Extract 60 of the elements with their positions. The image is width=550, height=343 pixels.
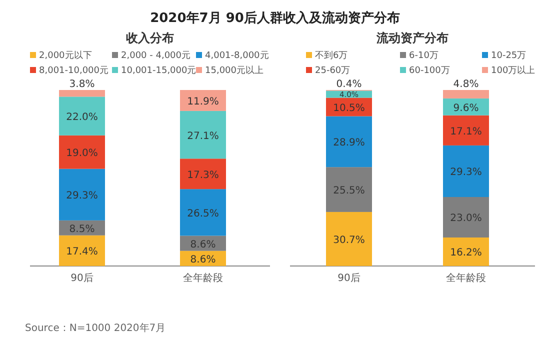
x-tick-label: 全年龄段 — [446, 272, 486, 284]
data-label: 3.8% — [69, 79, 95, 90]
bar — [180, 189, 226, 236]
legend-label: 2,000 - 4,000元 — [121, 50, 190, 61]
data-label: 19.0% — [66, 148, 98, 160]
legend-label: 100万以上 — [491, 65, 536, 76]
legend-label: 6-10万 — [409, 51, 438, 61]
legend-label: 10,001-15,000元 — [121, 65, 196, 76]
legend-label: 2,000元以下 — [39, 50, 92, 61]
legend-label: 8,001-10,000元 — [39, 65, 109, 76]
x-tick-label: 90后 — [338, 272, 360, 284]
source-note: Source：N=1000 2020年7月 — [25, 322, 166, 334]
data-label: 9.6% — [453, 102, 479, 114]
bar — [59, 96, 105, 136]
bar — [59, 168, 105, 220]
bar — [59, 135, 105, 169]
x-tick-label: 全年龄段 — [183, 272, 223, 284]
chart-title: 2020年7月 90后人群收入及流动资产分布 — [150, 10, 400, 26]
bar — [59, 235, 105, 266]
data-label: 29.3% — [450, 167, 482, 178]
data-label: 30.7% — [333, 234, 365, 246]
data-label: 16.2% — [450, 248, 482, 259]
legend-label: 不到6万 — [315, 50, 348, 61]
data-label: 8.6% — [190, 254, 216, 266]
chart-subtitle: 收入分布 — [126, 31, 174, 45]
data-label: 8.6% — [190, 239, 216, 250]
chart-title: 流动资产分布 — [376, 31, 448, 45]
data-label: 8.5% — [69, 224, 95, 235]
data-label: 28.9% — [333, 138, 365, 149]
bar — [180, 110, 226, 159]
data-label: 26.5% — [187, 208, 219, 220]
bar — [59, 90, 105, 97]
legend-label: 10-25万 — [491, 51, 526, 61]
data-label: 10.5% — [333, 102, 365, 114]
data-label: 17.4% — [66, 246, 98, 258]
bar — [443, 237, 489, 266]
bar — [326, 167, 372, 212]
bar — [326, 116, 372, 168]
legend-label: 15,000元以上 — [205, 65, 264, 76]
data-label: 27.1% — [187, 130, 219, 142]
data-label: 17.1% — [450, 126, 482, 138]
bar — [180, 90, 226, 111]
bar — [443, 197, 489, 238]
data-label: 22.0% — [66, 112, 98, 124]
data-label: 23.0% — [450, 213, 482, 224]
data-label: 11.9% — [187, 96, 219, 108]
data-label: 4.8% — [453, 79, 479, 90]
legend-label: 25-60万 — [315, 66, 350, 76]
legend-label: 4,001-8,000元 — [205, 50, 269, 61]
data-label: 25.5% — [333, 186, 365, 197]
data-label: 29.3% — [66, 190, 98, 202]
data-label: 17.3% — [187, 170, 219, 181]
bar — [443, 90, 489, 98]
x-tick-label: 90后 — [70, 272, 94, 284]
bar — [326, 212, 372, 266]
bar — [443, 115, 489, 146]
bar — [443, 145, 489, 198]
bar — [180, 158, 226, 190]
data-label: 0.4% — [336, 79, 362, 90]
legend-label: 60-100万 — [409, 66, 450, 76]
